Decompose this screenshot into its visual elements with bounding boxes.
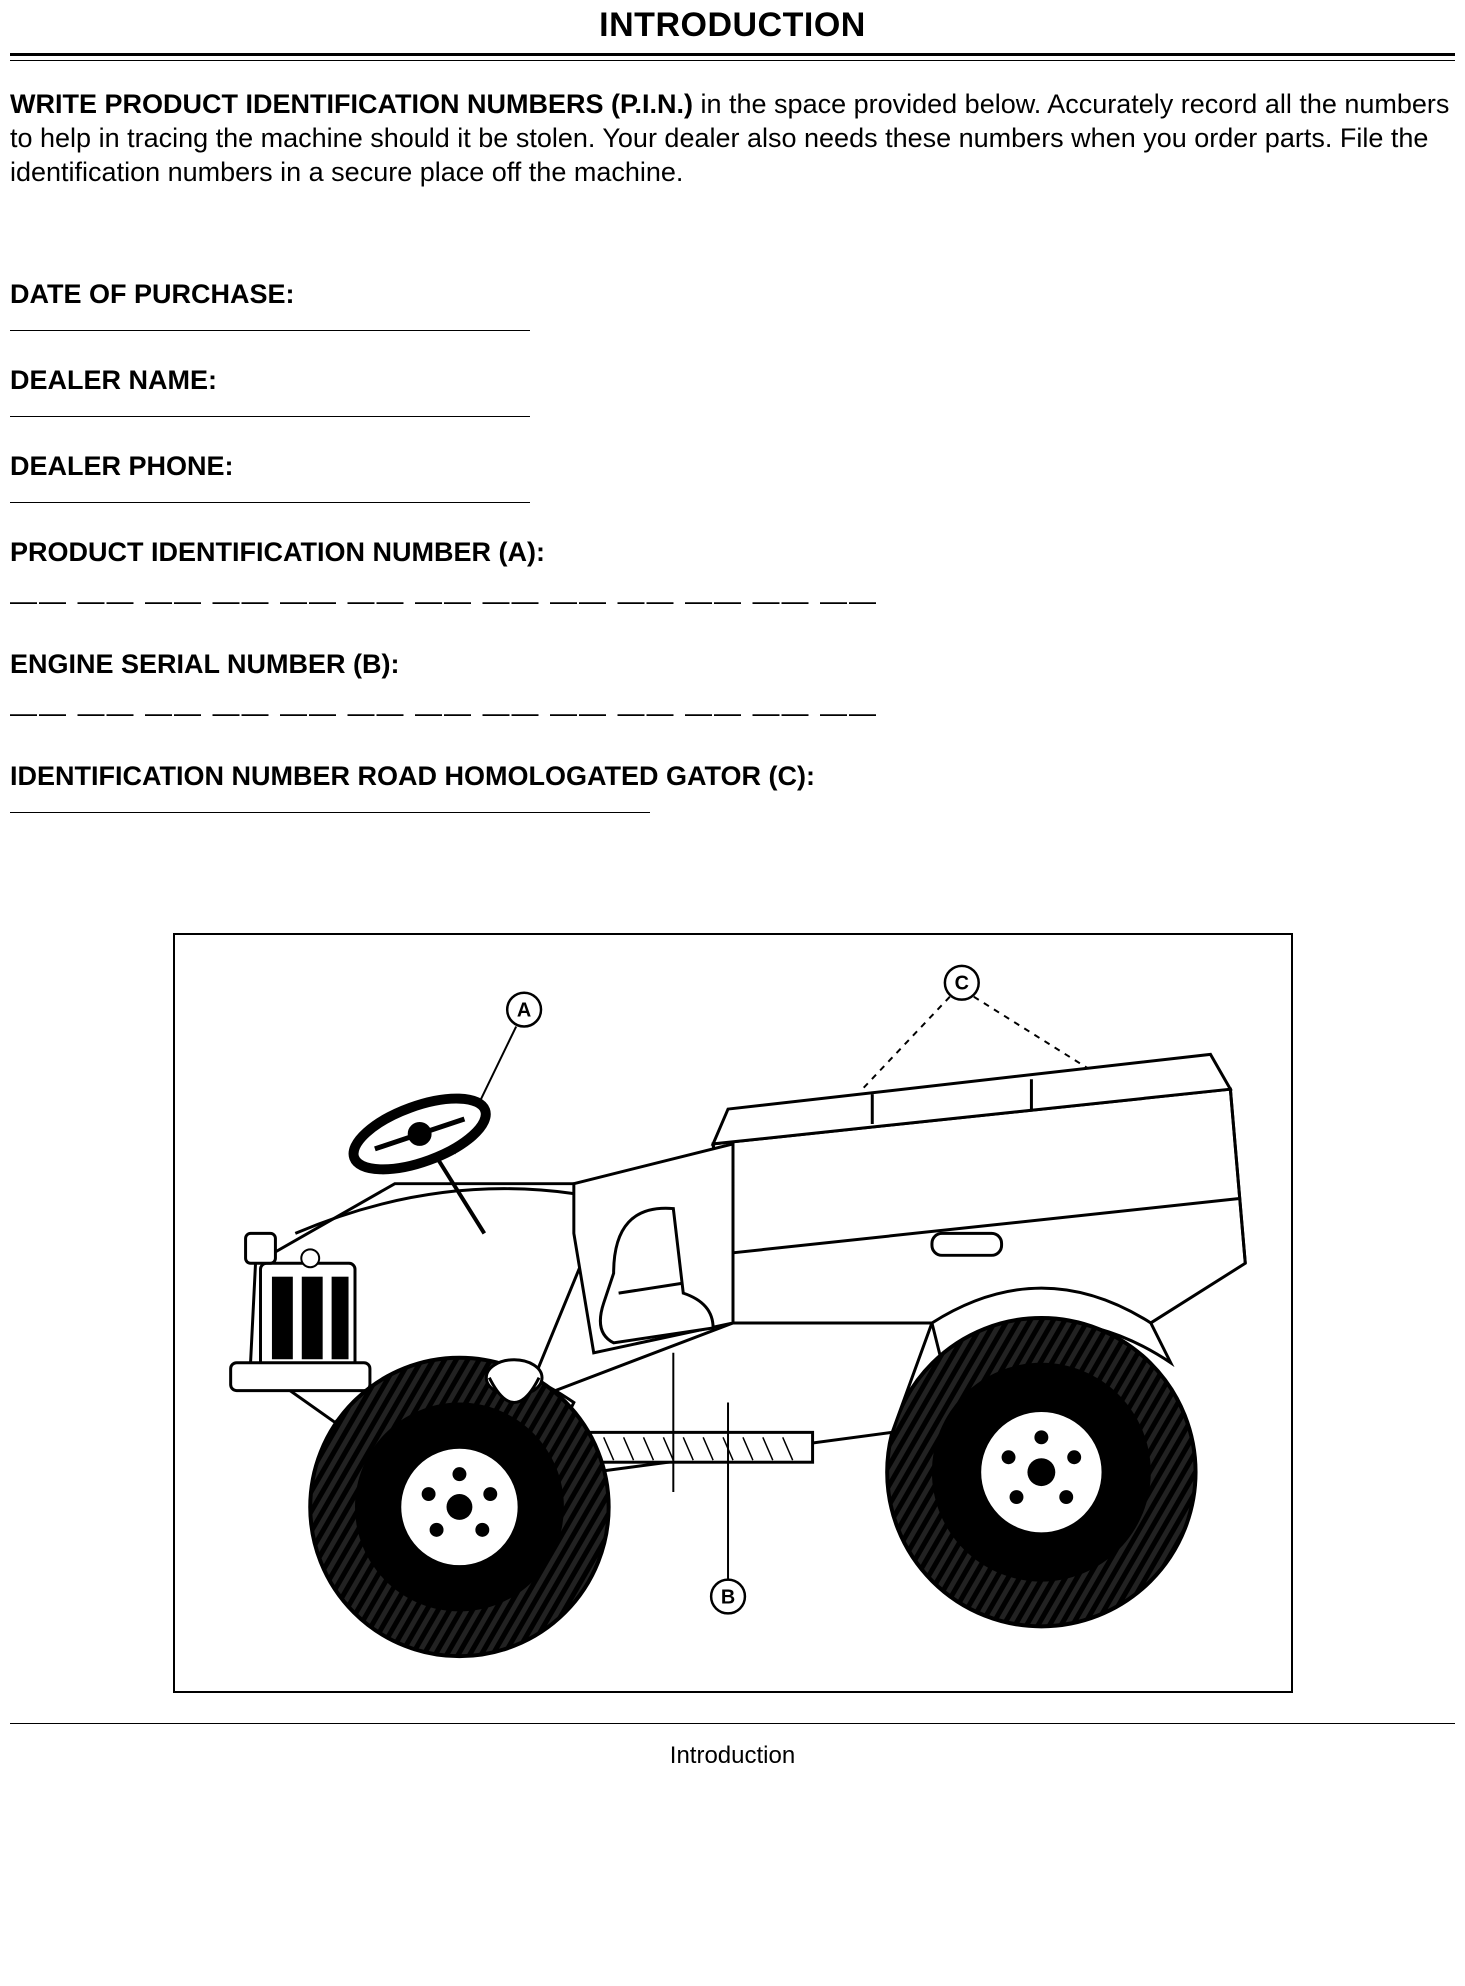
- field-pin-a: PRODUCT IDENTIFICATION NUMBER (A): —— ——…: [10, 537, 1455, 615]
- vehicle-svg: C A: [175, 935, 1291, 1691]
- field-label: DEALER NAME:: [10, 365, 1455, 396]
- page-title: INTRODUCTION: [10, 0, 1455, 53]
- intro-lead: WRITE PRODUCT IDENTIFICATION NUMBERS (P.…: [10, 89, 693, 119]
- double-rule: [10, 53, 1455, 61]
- field-label: PRODUCT IDENTIFICATION NUMBER (A):: [10, 537, 1455, 568]
- field-underline[interactable]: [10, 812, 650, 813]
- field-engine-serial-b: ENGINE SERIAL NUMBER (B): —— —— —— —— ——…: [10, 649, 1455, 727]
- field-label: DEALER PHONE:: [10, 451, 1455, 482]
- field-label: ENGINE SERIAL NUMBER (B):: [10, 649, 1455, 680]
- field-underline[interactable]: [10, 502, 530, 503]
- rear-wheel: [887, 1318, 1195, 1626]
- field-underline-dashes[interactable]: —— —— —— —— —— —— —— —— —— —— —— —— ——: [10, 700, 1455, 727]
- fields-section: DATE OF PURCHASE: DEALER NAME: DEALER PH…: [10, 279, 1455, 813]
- field-dealer-name: DEALER NAME:: [10, 365, 1455, 417]
- field-underline[interactable]: [10, 330, 530, 331]
- front-wheel: [310, 1358, 608, 1656]
- svg-text:B: B: [720, 1587, 734, 1609]
- field-id-number-c: IDENTIFICATION NUMBER ROAD HOMOLOGATED G…: [10, 761, 1455, 813]
- field-underline-dashes[interactable]: —— —— —— —— —— —— —— —— —— —— —— —— ——: [10, 588, 1455, 615]
- svg-text:C: C: [954, 973, 968, 995]
- figure-wrap: C A: [173, 933, 1293, 1693]
- intro-paragraph: WRITE PRODUCT IDENTIFICATION NUMBERS (P.…: [10, 88, 1455, 189]
- cargo-bed: [713, 1055, 1245, 1324]
- footer-text: Introduction: [10, 1724, 1455, 1770]
- field-label: DATE OF PURCHASE:: [10, 279, 1455, 310]
- field-underline[interactable]: [10, 416, 530, 417]
- page: INTRODUCTION WRITE PRODUCT IDENTIFICATIO…: [0, 0, 1465, 1790]
- vehicle-diagram: C A: [173, 933, 1293, 1693]
- field-label: IDENTIFICATION NUMBER ROAD HOMOLOGATED G…: [10, 761, 1455, 792]
- field-dealer-phone: DEALER PHONE:: [10, 451, 1455, 503]
- svg-text:A: A: [516, 1000, 530, 1022]
- field-date-of-purchase: DATE OF PURCHASE:: [10, 279, 1455, 331]
